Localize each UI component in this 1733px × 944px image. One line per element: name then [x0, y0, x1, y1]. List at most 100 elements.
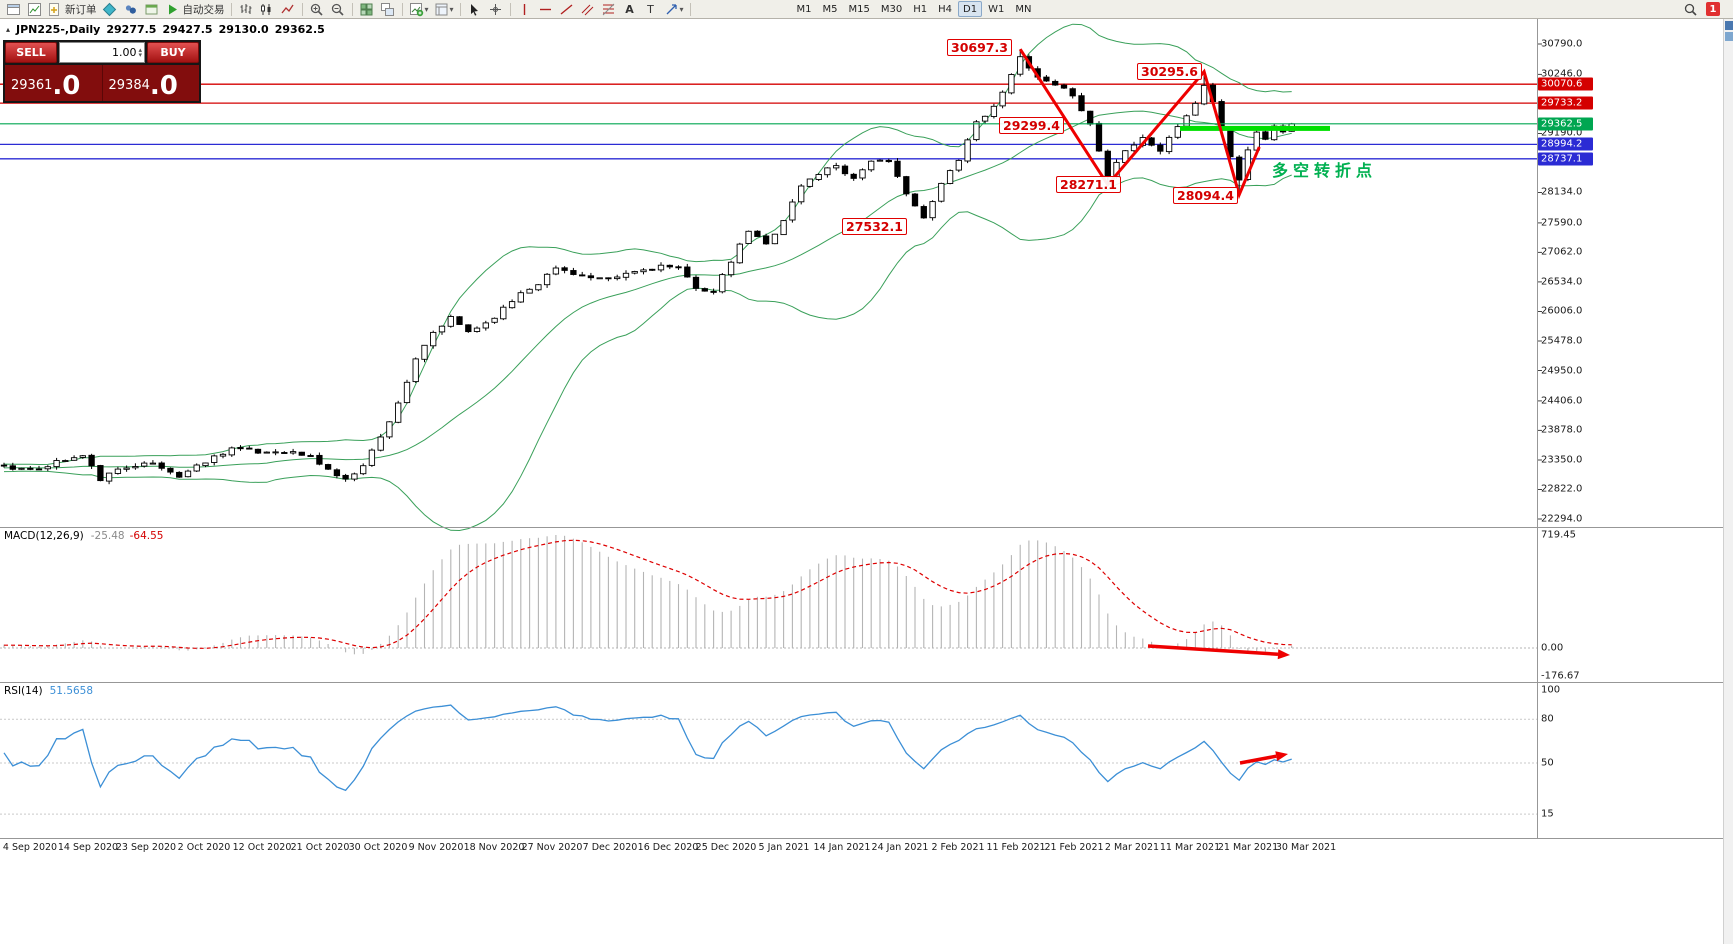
timeframe-mn[interactable]: MN: [1015, 3, 1032, 15]
new-chart-button[interactable]: [24, 1, 44, 18]
tile-windows-button[interactable]: [357, 1, 377, 18]
price-callout[interactable]: 30697.3: [947, 39, 1012, 56]
timeframe-h4[interactable]: H4: [938, 3, 953, 15]
chart-symbol-header: ▴ JPN225-,Daily 29277.5 29427.5 29130.0 …: [6, 23, 325, 36]
spinner-up-icon[interactable]: ▴: [138, 45, 142, 54]
buy-price-main: 29384: [108, 78, 150, 94]
trendline-button[interactable]: [557, 1, 577, 18]
buy-price[interactable]: 29384.0: [101, 65, 200, 101]
horizontal-line-button[interactable]: [536, 1, 556, 18]
macd-value-signal: -64.55: [129, 530, 164, 542]
panel-separator-macd-rsi[interactable]: [0, 682, 1724, 683]
price-callout[interactable]: 28271.1: [1056, 176, 1121, 193]
notification-badge[interactable]: 1: [1706, 2, 1720, 16]
add-indicator-button[interactable]: ▾: [407, 1, 431, 18]
candlestick-chart-icon: [261, 3, 271, 15]
scroll-up-button[interactable]: [1725, 21, 1733, 30]
template-icon: [435, 3, 448, 15]
sell-button[interactable]: SELL: [5, 42, 57, 63]
symbol-marker-icon: ▴: [6, 25, 11, 34]
chevron-down-icon: ▾: [679, 4, 684, 14]
vertical-line-button[interactable]: [515, 1, 535, 18]
buy-price-big: .0: [149, 71, 178, 101]
market-watch-button[interactable]: [100, 1, 120, 18]
shapes-button[interactable]: ▾: [662, 1, 686, 18]
new-order-button[interactable]: 新订单: [45, 1, 99, 18]
zoom-in-icon: [310, 3, 323, 16]
timeframe-m1[interactable]: M1: [796, 3, 812, 15]
fibonacci-icon: [602, 3, 615, 15]
timeframe-m15[interactable]: M15: [848, 3, 870, 15]
scroll-down-button[interactable]: [1725, 32, 1733, 41]
spinner-down-icon[interactable]: ▾: [138, 50, 142, 59]
candlestick-chart-button[interactable]: [257, 1, 277, 18]
price-callout[interactable]: 30295.6: [1137, 63, 1202, 80]
terminal-button[interactable]: [142, 1, 162, 18]
timeframe-w1[interactable]: W1: [988, 3, 1005, 15]
toolbar: 新订单 自动交易 ▾ ▾ A T ▾ M1 M5 M15 M30 H1 H4 D1 W1 MN …: [0, 0, 1733, 19]
play-icon: [168, 4, 177, 14]
profile-button[interactable]: [3, 1, 23, 18]
toolbar-separator: [689, 2, 691, 16]
zoom-out-button[interactable]: [328, 1, 348, 18]
chevron-down-icon: ▾: [449, 4, 454, 14]
volume-field[interactable]: 1.00 ▴ ▾: [59, 42, 145, 63]
ohlc-low: 29130.0: [218, 23, 269, 36]
timeframe-toolbar: M1 M5 M15 M30 H1 H4 D1 W1 MN: [792, 1, 1037, 17]
horizontal-line-icon: [540, 8, 552, 10]
bar-chart-icon: [240, 3, 252, 14]
tile-windows-icon: [360, 3, 373, 15]
volume-spinner[interactable]: ▴ ▾: [138, 45, 142, 59]
price-callout[interactable]: 27532.1: [842, 218, 907, 235]
market-watch-icon: [102, 2, 117, 16]
panel-separator-main-macd[interactable]: [0, 527, 1724, 528]
ohlc-close: 29362.5: [274, 23, 325, 36]
sell-price[interactable]: 29361.0: [5, 65, 102, 101]
volume-value[interactable]: 1.00: [111, 46, 137, 59]
navigator-icon: [125, 4, 136, 14]
chevron-down-icon: ▾: [424, 4, 429, 14]
label-tool-button[interactable]: T: [647, 2, 654, 16]
search-button[interactable]: [1680, 1, 1700, 18]
price-callout[interactable]: 28094.4: [1173, 187, 1238, 204]
buy-button[interactable]: BUY: [147, 42, 199, 63]
one-click-trading-panel: SELL 1.00 ▴ ▾ BUY 29361.0 29384.0: [3, 40, 201, 103]
vertical-scrollbar[interactable]: [1723, 19, 1733, 944]
crosshair-icon: [490, 3, 502, 15]
panel-separator-rsi-time[interactable]: [0, 838, 1724, 839]
auto-trading-button[interactable]: 自动交易: [163, 1, 227, 18]
navigator-button[interactable]: [121, 1, 141, 18]
fibonacci-button[interactable]: [599, 1, 619, 18]
toolbar-separator: [230, 2, 232, 16]
macd-value-main: -25.48: [90, 530, 125, 542]
toolbar-separator: [301, 2, 303, 16]
timeframe-m5[interactable]: M5: [822, 3, 838, 15]
rsi-value: 51.5658: [49, 685, 94, 697]
price-callout[interactable]: 29299.4: [999, 117, 1064, 134]
new-order-label: 新订单: [65, 3, 97, 16]
text-tool-button[interactable]: A: [625, 2, 634, 16]
macd-label: MACD(12,26,9) -25.48 -64.55: [4, 530, 163, 542]
channel-icon: [581, 4, 594, 15]
crosshair-button[interactable]: [486, 1, 506, 18]
cursor-button[interactable]: [465, 1, 485, 18]
channel-button[interactable]: [578, 1, 598, 18]
ohlc-open: 29277.5: [106, 23, 157, 36]
auto-trading-label: 自动交易: [182, 3, 225, 16]
add-indicator-icon: [409, 2, 423, 16]
toolbar-separator: [351, 2, 353, 16]
zoom-in-button[interactable]: [307, 1, 327, 18]
sell-price-big: .0: [52, 71, 81, 101]
timeframe-h1[interactable]: H1: [913, 3, 928, 15]
arrange-windows-icon: [381, 2, 394, 16]
bar-chart-button[interactable]: [236, 1, 256, 18]
timeframe-d1[interactable]: D1: [958, 1, 983, 17]
timeframe-m30[interactable]: M30: [880, 3, 903, 15]
vertical-line-icon: [523, 3, 526, 15]
cursor-icon: [471, 3, 479, 16]
ohlc-high: 29427.5: [162, 23, 213, 36]
arrange-windows-button[interactable]: [378, 1, 398, 18]
template-button[interactable]: ▾: [432, 1, 456, 18]
line-chart-button[interactable]: [278, 1, 298, 18]
